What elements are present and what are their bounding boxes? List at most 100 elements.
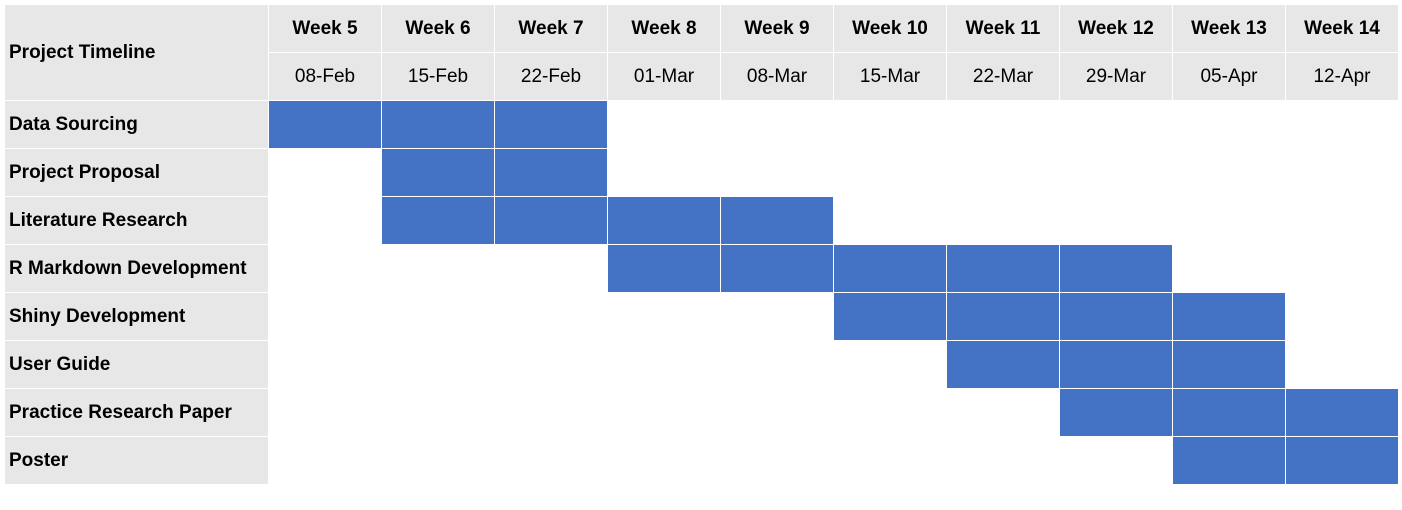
empty-cell — [268, 388, 382, 437]
task-label: Poster — [4, 436, 269, 485]
gantt-header: Project Timeline Week 5 Week 6 Week 7 Week … — [4, 4, 1399, 101]
date-header-row: 08-Feb 15-Feb 22-Feb 01-Mar 08-Mar 15-Mar 22-M… — [5, 52, 1399, 101]
empty-cell — [946, 100, 1060, 149]
empty-cell — [268, 244, 382, 293]
empty-cell — [607, 388, 721, 437]
empty-cell — [1172, 196, 1286, 245]
task-bar-segment — [1172, 388, 1286, 437]
week-label: Week 8 — [607, 4, 721, 53]
empty-cell — [720, 100, 834, 149]
date-label: 12-Apr — [1285, 52, 1399, 101]
empty-cell — [1285, 100, 1399, 149]
empty-cell — [494, 388, 608, 437]
empty-cell — [946, 196, 1060, 245]
empty-cell — [381, 436, 495, 485]
empty-cell — [833, 436, 947, 485]
empty-cell — [381, 292, 495, 341]
date-label: 08-Mar — [720, 52, 834, 101]
empty-cell — [268, 148, 382, 197]
task-row: Literature Research — [4, 196, 1399, 245]
chart-title: Project Timeline — [4, 4, 269, 101]
task-label: Data Sourcing — [4, 100, 269, 149]
empty-cell — [946, 148, 1060, 197]
empty-cell — [381, 340, 495, 389]
task-bar-segment — [1172, 340, 1286, 389]
empty-cell — [607, 292, 721, 341]
task-bar-segment — [946, 292, 1060, 341]
task-bar-segment — [1285, 388, 1399, 437]
week-label: Week 14 — [1285, 4, 1399, 53]
empty-cell — [1059, 196, 1173, 245]
task-row: Data Sourcing — [4, 100, 1399, 149]
week-label: Week 13 — [1172, 4, 1286, 53]
task-bar-segment — [946, 340, 1060, 389]
empty-cell — [833, 100, 947, 149]
task-bar-segment — [1172, 292, 1286, 341]
task-label: R Markdown Development — [4, 244, 269, 293]
date-label: 15-Feb — [381, 52, 495, 101]
empty-cell — [1285, 340, 1399, 389]
week-label: Week 5 — [268, 4, 382, 53]
task-bar-segment — [833, 244, 947, 293]
empty-cell — [1285, 244, 1399, 293]
date-label: 22-Mar — [946, 52, 1060, 101]
empty-cell — [1059, 436, 1173, 485]
week-label: Week 7 — [494, 4, 608, 53]
week-label: Week 10 — [833, 4, 947, 53]
task-bar-segment — [381, 148, 495, 197]
gantt-table: Project Timeline Week 5 Week 6 Week 7 Week … — [4, 4, 1399, 485]
empty-cell — [494, 292, 608, 341]
task-label: User Guide — [4, 340, 269, 389]
task-row: Poster — [4, 436, 1399, 485]
empty-cell — [720, 436, 834, 485]
empty-cell — [1285, 148, 1399, 197]
empty-cell — [1172, 148, 1286, 197]
empty-cell — [494, 340, 608, 389]
task-bar-segment — [494, 196, 608, 245]
empty-cell — [833, 148, 947, 197]
week-label: Week 11 — [946, 4, 1060, 53]
empty-cell — [833, 196, 947, 245]
empty-cell — [607, 148, 721, 197]
task-bar-segment — [1172, 436, 1286, 485]
task-row: User Guide — [4, 340, 1399, 389]
week-label: Week 9 — [720, 4, 834, 53]
empty-cell — [720, 148, 834, 197]
empty-cell — [607, 340, 721, 389]
week-label: Week 12 — [1059, 4, 1173, 53]
date-label: 22-Feb — [494, 52, 608, 101]
empty-cell — [833, 340, 947, 389]
empty-cell — [1285, 292, 1399, 341]
empty-cell — [1172, 244, 1286, 293]
empty-cell — [494, 244, 608, 293]
task-bar-segment — [1059, 388, 1173, 437]
task-label: Project Proposal — [4, 148, 269, 197]
empty-cell — [946, 388, 1060, 437]
task-label: Shiny Development — [4, 292, 269, 341]
empty-cell — [494, 436, 608, 485]
empty-cell — [268, 292, 382, 341]
empty-cell — [833, 388, 947, 437]
empty-cell — [381, 388, 495, 437]
task-bar-segment — [381, 196, 495, 245]
task-bar-segment — [1059, 292, 1173, 341]
date-label: 15-Mar — [833, 52, 947, 101]
task-bar-segment — [1059, 244, 1173, 293]
task-bar-segment — [1285, 436, 1399, 485]
task-bar-segment — [381, 100, 495, 149]
week-header-row: Project Timeline Week 5 Week 6 Week 7 Week … — [4, 4, 1399, 101]
task-bar-segment — [607, 196, 721, 245]
task-bar-segment — [1059, 340, 1173, 389]
date-label: 29-Mar — [1059, 52, 1173, 101]
date-label: 01-Mar — [607, 52, 721, 101]
empty-cell — [607, 100, 721, 149]
empty-cell — [720, 340, 834, 389]
empty-cell — [268, 340, 382, 389]
date-label: 08-Feb — [268, 52, 382, 101]
task-bar-segment — [720, 244, 834, 293]
task-row: Project Proposal — [4, 148, 1399, 197]
empty-cell — [607, 436, 721, 485]
task-label: Practice Research Paper — [4, 388, 269, 437]
empty-cell — [268, 436, 382, 485]
date-label: 05-Apr — [1172, 52, 1286, 101]
